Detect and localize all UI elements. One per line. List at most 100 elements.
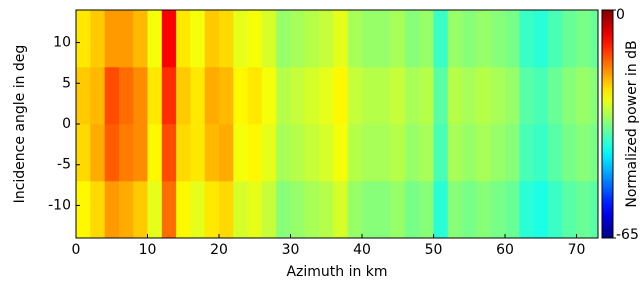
heat-cell xyxy=(305,10,320,67)
heat-cell xyxy=(405,10,420,67)
heat-cell xyxy=(491,67,506,124)
heat-cell xyxy=(534,124,549,181)
heat-cell xyxy=(505,67,520,124)
heat-cell xyxy=(591,181,598,238)
heat-cell xyxy=(434,124,449,181)
heat-cell xyxy=(419,181,434,238)
heat-cell xyxy=(362,124,377,181)
heat-cell xyxy=(505,124,520,181)
heat-cell xyxy=(291,67,306,124)
heat-cell xyxy=(162,124,177,181)
heat-cell xyxy=(562,10,577,67)
heat-cell xyxy=(276,124,291,181)
heat-cell xyxy=(534,10,549,67)
x-tick-label: 40 xyxy=(353,242,371,258)
heat-cell xyxy=(534,181,549,238)
heat-cell xyxy=(376,10,391,67)
y-tick-label: -5 xyxy=(57,157,71,173)
heat-cell xyxy=(419,67,434,124)
heat-cell xyxy=(333,67,348,124)
heat-cell xyxy=(391,67,406,124)
heat-cell xyxy=(248,67,263,124)
heat-cell xyxy=(90,124,105,181)
heat-cell xyxy=(190,67,205,124)
heat-cell xyxy=(319,181,334,238)
y-tick-label: 10 xyxy=(53,35,71,51)
heat-cell xyxy=(262,10,277,67)
heat-cell xyxy=(376,67,391,124)
heat-cell xyxy=(319,10,334,67)
heat-cell xyxy=(562,124,577,181)
heat-cell xyxy=(505,181,520,238)
heat-cell xyxy=(548,67,563,124)
heatmap xyxy=(76,10,598,238)
heat-cell xyxy=(419,124,434,181)
heat-cell xyxy=(491,124,506,181)
heat-cell xyxy=(162,10,177,67)
heat-cell xyxy=(133,181,148,238)
heat-cell xyxy=(148,124,163,181)
heat-cell xyxy=(233,124,248,181)
heat-cell xyxy=(577,10,592,67)
heat-cell xyxy=(105,181,120,238)
heat-cell xyxy=(276,67,291,124)
heat-cell xyxy=(90,10,105,67)
heat-cell xyxy=(176,181,191,238)
heat-cell xyxy=(591,10,598,67)
heat-cell xyxy=(119,10,134,67)
heat-cell xyxy=(434,10,449,67)
heat-cell xyxy=(233,10,248,67)
heat-cell xyxy=(548,10,563,67)
heat-cell xyxy=(348,124,363,181)
heat-cell xyxy=(391,10,406,67)
heat-cell xyxy=(519,124,534,181)
heat-cell xyxy=(305,181,320,238)
heat-cell xyxy=(176,124,191,181)
x-tick-label: 20 xyxy=(210,242,228,258)
heat-cell xyxy=(333,124,348,181)
colorbar-label: Normalized power in dB xyxy=(624,40,640,207)
heat-cell xyxy=(233,67,248,124)
colorbar-tick-label: 0 xyxy=(616,7,625,23)
colorbar xyxy=(602,10,613,238)
heat-cell xyxy=(562,67,577,124)
heat-cell xyxy=(219,67,234,124)
heat-cell xyxy=(119,181,134,238)
heat-cell xyxy=(348,67,363,124)
heat-cell xyxy=(362,181,377,238)
heat-cell xyxy=(76,181,91,238)
heat-cell xyxy=(133,10,148,67)
heat-cell xyxy=(76,124,91,181)
heat-cell xyxy=(419,10,434,67)
heat-cell xyxy=(90,67,105,124)
heat-cell xyxy=(291,181,306,238)
heat-cell xyxy=(491,181,506,238)
heat-cell xyxy=(248,10,263,67)
heat-cell xyxy=(76,10,91,67)
heat-cell xyxy=(376,124,391,181)
x-tick-label: 0 xyxy=(72,242,81,258)
heat-cell xyxy=(76,67,91,124)
heat-cell xyxy=(162,181,177,238)
heat-cell xyxy=(577,67,592,124)
heat-cell xyxy=(548,181,563,238)
heat-cell xyxy=(391,181,406,238)
heat-cell xyxy=(462,10,477,67)
heat-cell xyxy=(291,10,306,67)
heat-cell xyxy=(119,124,134,181)
heat-cell xyxy=(548,124,563,181)
heat-cell xyxy=(276,181,291,238)
heat-cell xyxy=(448,10,463,67)
heat-cell xyxy=(233,181,248,238)
x-tick-label: 30 xyxy=(282,242,300,258)
heat-cell xyxy=(219,10,234,67)
heat-cell xyxy=(276,10,291,67)
heat-cell xyxy=(219,181,234,238)
heat-cell xyxy=(405,67,420,124)
heat-cell xyxy=(491,10,506,67)
heat-cell xyxy=(448,67,463,124)
heat-cell xyxy=(376,181,391,238)
heat-cell xyxy=(591,67,598,124)
heat-cell xyxy=(476,10,491,67)
heat-cell xyxy=(162,67,177,124)
